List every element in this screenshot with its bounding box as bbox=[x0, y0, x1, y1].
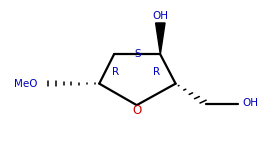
Text: R: R bbox=[153, 67, 160, 77]
Text: MeO: MeO bbox=[14, 79, 37, 89]
Text: OH: OH bbox=[242, 98, 258, 108]
Polygon shape bbox=[156, 23, 165, 54]
Text: O: O bbox=[132, 104, 141, 117]
Text: R: R bbox=[112, 67, 119, 77]
Text: S: S bbox=[134, 49, 141, 59]
Text: OH: OH bbox=[152, 11, 168, 21]
